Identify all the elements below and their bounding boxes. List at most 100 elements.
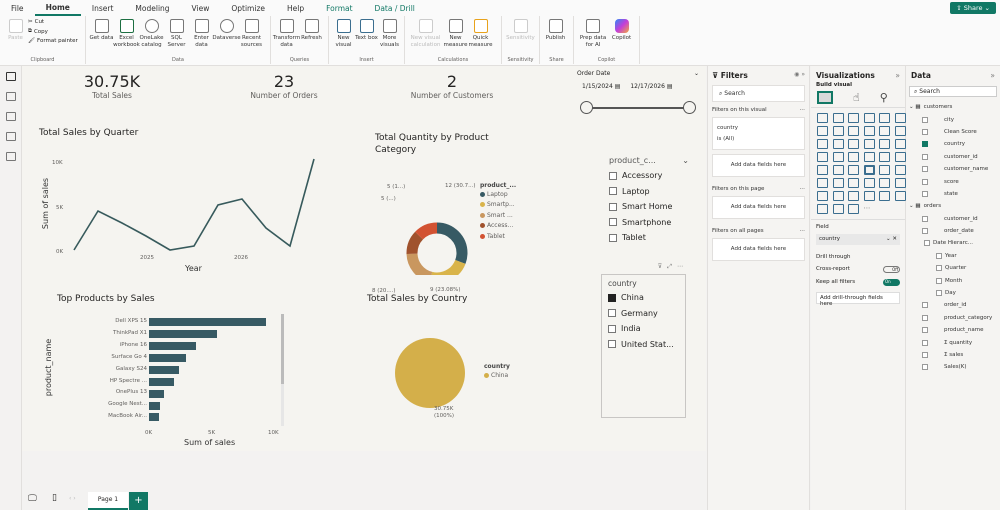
- slicer-item-tablet[interactable]: Tablet: [609, 230, 689, 246]
- slicer-item-smart-home[interactable]: Smart Home: [609, 199, 689, 215]
- power-apps-icon[interactable]: [848, 191, 859, 201]
- stacked-bar-icon[interactable]: [817, 113, 828, 123]
- field-checkbox[interactable]: [922, 128, 928, 135]
- narrative-icon[interactable]: [894, 178, 906, 188]
- slicer-item-india[interactable]: India: [608, 321, 679, 337]
- slicer-item-accessory[interactable]: Accessory: [609, 168, 689, 184]
- field-item[interactable]: Σ quantity: [906, 336, 1000, 348]
- get-data-button[interactable]: Get data: [89, 16, 114, 64]
- collapse-icon[interactable]: »: [990, 71, 995, 80]
- tab-file[interactable]: File: [11, 3, 24, 13]
- field-item[interactable]: Month: [906, 274, 1000, 286]
- field-checkbox[interactable]: [922, 190, 928, 197]
- multi-row-card-icon[interactable]: [832, 165, 844, 175]
- date-range-slicer[interactable]: Order Date ⌄ 1/15/2024 ▤ 12/17/2026 ▤: [577, 70, 699, 120]
- format-visual-icon[interactable]: ☝: [853, 91, 860, 104]
- model-view-icon[interactable]: [5, 112, 16, 121]
- field-checkbox[interactable]: [922, 153, 928, 160]
- sql-server-button[interactable]: SQL Server: [164, 16, 189, 64]
- donut-chart-quantity-by-category[interactable]: Total Quantity by Product Category 12 (3…: [367, 130, 547, 294]
- bar-chart-top-products[interactable]: Top Products by Sales product_name Dell …: [32, 288, 292, 453]
- filters-search-input[interactable]: ⌕ Search: [712, 85, 805, 102]
- report-view-icon[interactable]: [5, 72, 16, 81]
- slicer-item-germany[interactable]: Germany: [608, 306, 679, 322]
- shape-icon[interactable]: [832, 204, 844, 214]
- more-options-icon[interactable]: ⋯: [799, 186, 806, 192]
- copilot-button[interactable]: Copilot: [609, 16, 634, 64]
- legend-item[interactable]: Access...: [480, 221, 516, 232]
- data-search-input[interactable]: ⌕ Search: [909, 86, 997, 97]
- line-column-icon[interactable]: [879, 126, 890, 136]
- field-item[interactable]: Year: [906, 250, 1000, 262]
- share-button[interactable]: ⇪ Share ⌄: [950, 2, 996, 14]
- tab-data-drill[interactable]: Data / Drill: [374, 3, 415, 13]
- legend-item[interactable]: Laptop: [480, 189, 516, 200]
- goals-icon[interactable]: [817, 191, 828, 201]
- field-item[interactable]: order_id: [906, 299, 1000, 311]
- chevron-down-icon[interactable]: ⌄: [693, 70, 699, 77]
- add-page-button[interactable]: +: [129, 492, 148, 510]
- field-item[interactable]: order_date: [906, 225, 1000, 237]
- cut-button[interactable]: ✂ Cut: [28, 19, 45, 25]
- field-checkbox[interactable]: [922, 166, 928, 173]
- tab-optimize[interactable]: Optimize: [231, 3, 265, 13]
- field-well-country[interactable]: country ⌄ ✕: [816, 234, 900, 245]
- recent-sources-button[interactable]: Recent sources: [239, 16, 264, 64]
- more-options-icon[interactable]: ⋯: [799, 228, 806, 234]
- collapse-icon[interactable]: »: [895, 71, 900, 80]
- legend-item[interactable]: Smart ...: [480, 210, 516, 221]
- clustered-bar-icon[interactable]: [848, 113, 859, 123]
- new-measure-button[interactable]: New measure: [443, 16, 468, 64]
- field-item[interactable]: product_name: [906, 324, 1000, 336]
- stacked-column-icon[interactable]: [832, 113, 844, 123]
- map-icon[interactable]: [832, 152, 844, 162]
- waterfall-icon[interactable]: [817, 139, 828, 149]
- build-visual-icon[interactable]: [817, 91, 833, 104]
- enter-data-button[interactable]: Enter data: [189, 16, 214, 64]
- field-item[interactable]: customer_name: [906, 163, 1000, 175]
- treemap-icon[interactable]: [817, 152, 828, 162]
- python-visual-icon[interactable]: [832, 178, 844, 188]
- dax-query-view-icon[interactable]: [5, 132, 16, 141]
- filter-card-country[interactable]: country is (All): [712, 117, 805, 150]
- table-icon[interactable]: [879, 165, 890, 175]
- field-checkbox[interactable]: [936, 265, 942, 272]
- qa-icon[interactable]: [879, 178, 890, 188]
- field-checkbox[interactable]: [936, 290, 942, 297]
- 100-column-icon[interactable]: [894, 113, 906, 123]
- field-checkbox[interactable]: [922, 352, 928, 358]
- field-item[interactable]: customer_id: [906, 213, 1000, 225]
- field-checkbox[interactable]: [922, 364, 928, 371]
- legend-item[interactable]: Smartp...: [480, 200, 516, 211]
- tab-insert[interactable]: Insert: [91, 3, 114, 13]
- slicer-item-united-states[interactable]: United Stat...: [608, 337, 679, 353]
- new-visual-button[interactable]: New visual: [332, 16, 355, 64]
- start-date-input[interactable]: 1/15/2024 ▤: [582, 83, 621, 90]
- field-item[interactable]: Σ sales: [906, 349, 1000, 361]
- pie-chart-sales-by-country[interactable]: Total Sales by Country 30.75K (100%) cou…: [362, 288, 562, 438]
- chevron-down-icon[interactable]: ⌄: [682, 156, 689, 165]
- legend-item[interactable]: China: [484, 370, 510, 381]
- 100-bar-icon[interactable]: [879, 113, 890, 123]
- keep-filters-toggle[interactable]: On: [883, 279, 900, 286]
- tab-view[interactable]: View: [191, 3, 210, 13]
- combo-icon[interactable]: [832, 139, 844, 149]
- gauge-icon[interactable]: [879, 152, 890, 162]
- field-item[interactable]: product_category: [906, 312, 1000, 324]
- field-checkbox[interactable]: [922, 116, 928, 123]
- clustered-column-icon[interactable]: [863, 113, 875, 123]
- line-chart-sales-by-quarter[interactable]: Total Sales by Quarter 10K 5K 0K 2025 20…: [32, 124, 322, 274]
- line-chart-icon[interactable]: [817, 126, 828, 136]
- scrollbar-thumb[interactable]: [281, 314, 284, 384]
- product-category-slicer[interactable]: product_c... ⌄ Accessory Laptop Smart Hom…: [609, 156, 689, 251]
- legend-item[interactable]: Tablet: [480, 231, 516, 242]
- excel-workbook-button[interactable]: Excel workbook: [113, 16, 140, 64]
- image-icon[interactable]: [894, 191, 906, 201]
- tab-help[interactable]: Help: [287, 3, 305, 13]
- filter-icon[interactable]: ⊽: [657, 263, 663, 270]
- key-influencers-icon[interactable]: [848, 178, 859, 188]
- add-drill-through-fields[interactable]: Add drill-through fields here: [816, 292, 900, 307]
- field-checkbox[interactable]: [924, 240, 930, 247]
- table-node[interactable]: ⌄ ▦ orders: [909, 203, 942, 210]
- add-fields-all[interactable]: Add data fields here: [712, 238, 805, 261]
